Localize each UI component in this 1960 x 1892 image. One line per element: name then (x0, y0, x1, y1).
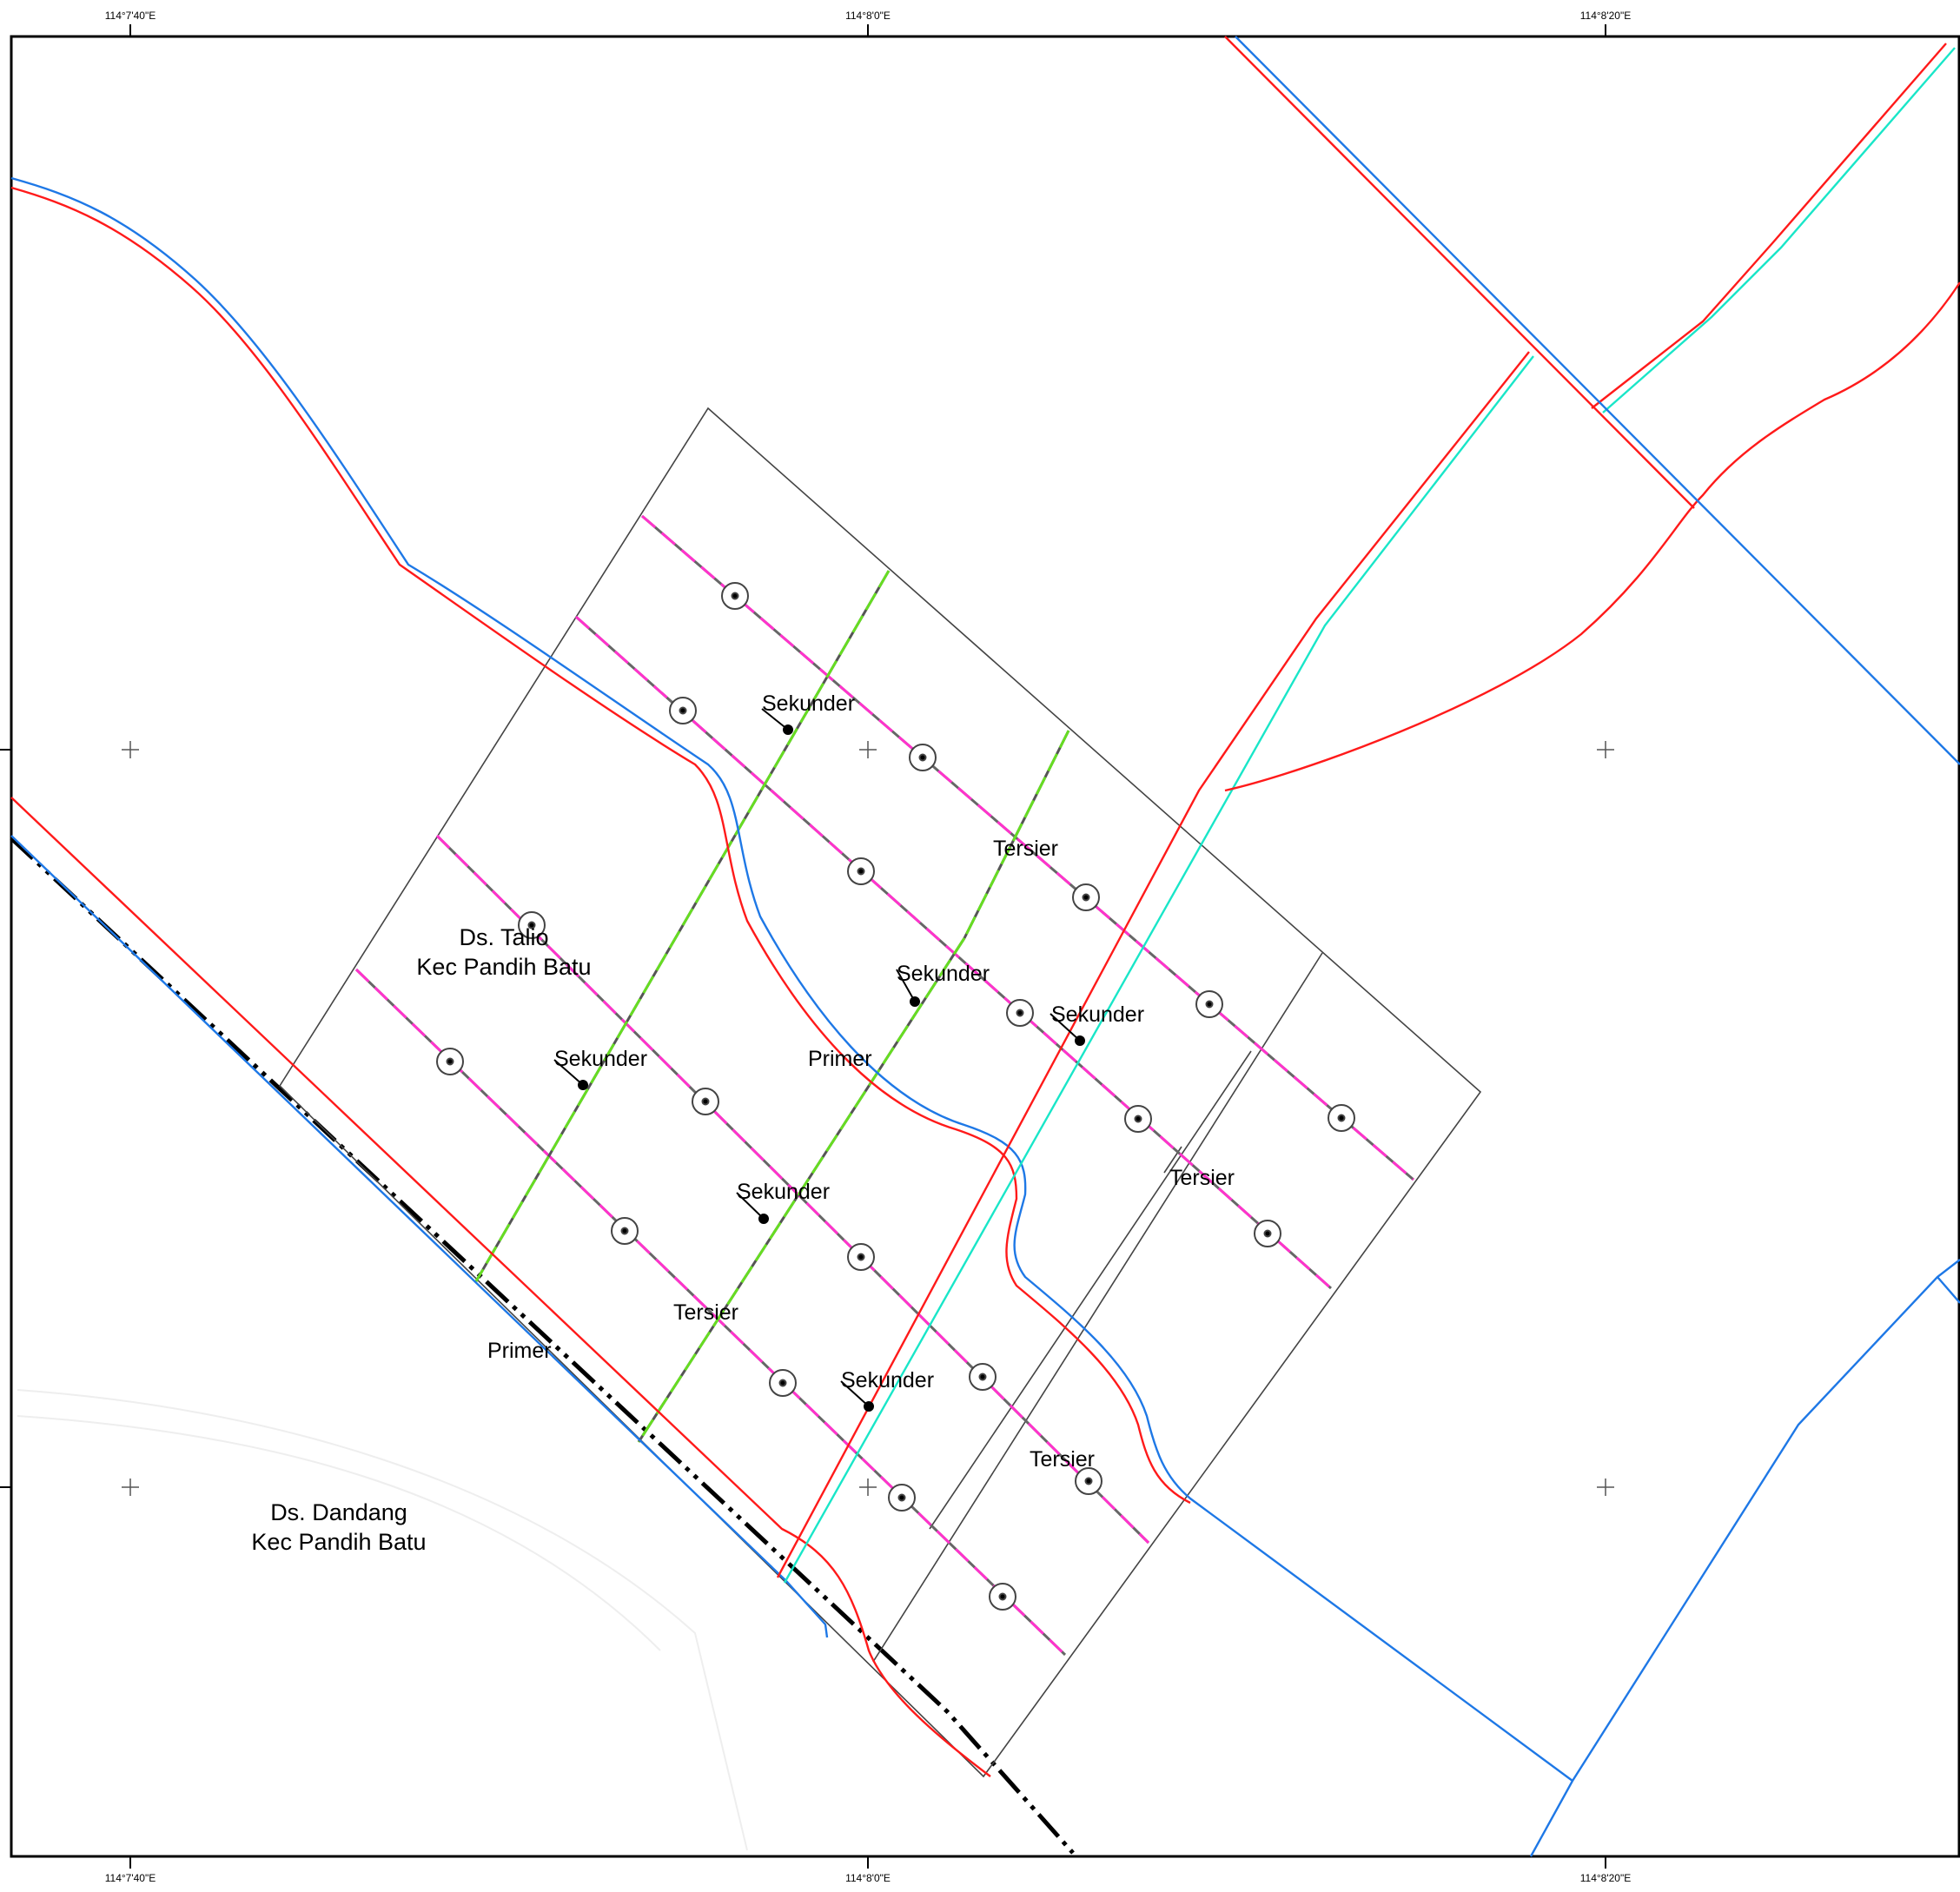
label-sekunder: Sekunder (897, 962, 990, 986)
point-marker (1075, 1467, 1102, 1495)
block-outlines (278, 407, 1482, 1778)
frame-ticks (0, 24, 1606, 1869)
map-frame (10, 35, 1960, 1858)
label-tersier: Tersier (673, 1300, 738, 1325)
label-primer: Primer (808, 1047, 872, 1071)
coord-top-2: 114°8'0"E (845, 10, 891, 22)
point-symbols (436, 582, 1355, 1611)
point-marker (769, 1369, 797, 1397)
point-marker (518, 911, 546, 939)
label-sekunder: Sekunder (737, 1180, 830, 1204)
place-talio-line2: Kec Pandih Batu (416, 954, 591, 980)
point-marker (1006, 999, 1034, 1027)
point-marker (888, 1484, 916, 1512)
canal-ne-corner (1591, 43, 1956, 413)
tertiary-canals (354, 514, 1414, 1657)
label-tersier: Tersier (1169, 1166, 1235, 1190)
coord-bottom-2: 114°8'0"E (845, 1872, 891, 1884)
point-marker (909, 744, 937, 771)
place-talio-line1: Ds. Talio (459, 924, 548, 950)
point-marker (1124, 1105, 1152, 1133)
point-marker (1195, 990, 1223, 1018)
point-marker (847, 857, 875, 885)
label-tersier: Tersier (993, 837, 1058, 861)
label-sekunder: Sekunder (554, 1047, 647, 1071)
point-marker (436, 1048, 464, 1075)
primary-river (10, 176, 1573, 1782)
point-marker (847, 1243, 875, 1271)
label-tersier: Tersier (1030, 1447, 1095, 1472)
label-sekunder: Sekunder (841, 1368, 934, 1393)
canal-sw-ne (776, 351, 1534, 1584)
secondary-canals (474, 570, 1070, 1443)
point-marker (1328, 1104, 1355, 1132)
label-sekunder: Sekunder (762, 691, 855, 716)
label-primer: Primer (487, 1339, 552, 1363)
label-sekunder: Sekunder (1051, 1002, 1144, 1027)
roads-se (1529, 1259, 1960, 1857)
coord-bottom-3: 114°8'20"E (1580, 1872, 1632, 1884)
point-marker (969, 1363, 997, 1391)
place-dandang-line1: Ds. Dandang (270, 1499, 407, 1525)
coord-top-3: 114°8'20"E (1580, 10, 1632, 22)
primary-road-south (10, 797, 991, 1777)
coord-bottom-1: 114°7'40"E (105, 1872, 156, 1884)
point-marker (989, 1583, 1016, 1611)
coord-top-1: 114°7'40"E (105, 10, 156, 22)
graticule-crosses (122, 741, 1614, 1496)
label-leaders (553, 708, 1085, 1412)
river-ne (1224, 281, 1960, 792)
point-marker (611, 1217, 639, 1245)
background-terrain (17, 1389, 748, 1851)
point-marker (692, 1088, 719, 1115)
point-marker (1254, 1220, 1281, 1247)
road-ne (1224, 36, 1960, 765)
point-marker (721, 582, 749, 610)
point-marker (669, 697, 697, 724)
place-dandang-line2: Kec Pandih Batu (251, 1529, 426, 1555)
point-marker (1072, 883, 1100, 911)
